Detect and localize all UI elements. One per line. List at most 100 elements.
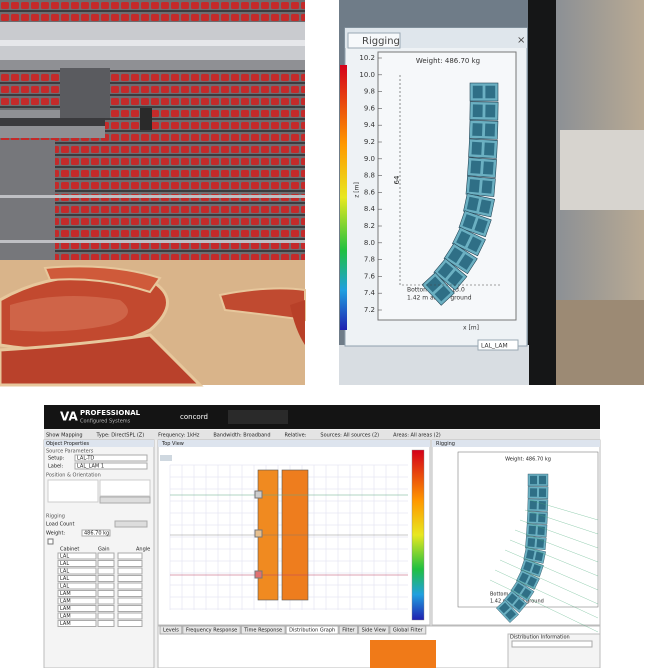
driver	[466, 196, 479, 212]
angle-box[interactable]	[117, 597, 143, 605]
cabinet-name: LAL	[60, 554, 69, 560]
cabinet-icon	[458, 210, 492, 238]
tab-label[interactable]: Distribution Graph	[289, 628, 335, 634]
driver	[529, 513, 537, 522]
angle-box[interactable]	[117, 560, 143, 567]
toolbar-item[interactable]: Type: DirectSPL (Z)	[96, 433, 145, 439]
field-value: LAL_LAM 1	[77, 464, 104, 470]
cabinet-icon	[523, 547, 546, 564]
cabinet	[421, 272, 455, 306]
toolbar-item[interactable]: Bandwidth: Broadband	[213, 433, 270, 439]
cabinet-name: LAL	[60, 569, 69, 575]
angle-box[interactable]	[117, 620, 143, 627]
angle-box[interactable]	[117, 575, 143, 582]
cabinet-name: LAM	[60, 599, 71, 605]
tab[interactable]	[389, 625, 427, 635]
tab[interactable]	[159, 625, 183, 635]
view-title: Rigging	[436, 441, 455, 447]
driver	[462, 214, 476, 230]
angle-box[interactable]	[117, 590, 143, 597]
tab[interactable]	[338, 625, 359, 635]
cabinet-icon	[469, 82, 499, 102]
cabinet-icon	[503, 590, 528, 613]
tab-label[interactable]: Time Response	[243, 628, 282, 634]
app-screenshot: VA PROFESSIONAL Configured Systems conco…	[43, 405, 601, 668]
cabinet-box[interactable]	[57, 575, 97, 582]
cabinet-icon	[526, 511, 548, 525]
angle-box[interactable]	[117, 605, 143, 612]
driver	[523, 561, 533, 572]
angle-box[interactable]	[117, 552, 143, 560]
tab-label[interactable]: Filter	[342, 628, 355, 634]
cabinet-box[interactable]	[57, 552, 97, 560]
y-tick-label: 7.8	[364, 256, 375, 264]
driver	[485, 104, 496, 118]
driver	[484, 123, 496, 137]
angle-box[interactable]	[117, 612, 143, 620]
cabinet-box[interactable]	[57, 605, 97, 612]
ray	[529, 499, 599, 521]
ray	[494, 569, 599, 619]
driver	[468, 179, 480, 193]
y-tick-label: 9.0	[364, 155, 375, 163]
cabinet	[433, 258, 468, 291]
field-box[interactable]	[74, 454, 148, 462]
driver	[531, 564, 542, 575]
gain-box[interactable]	[97, 575, 115, 582]
field-label: Weight:	[46, 531, 65, 537]
table-header: Gain	[98, 547, 110, 553]
toolbar-item[interactable]: Sources: All sources (2)	[320, 433, 379, 439]
toolbar-item[interactable]: Areas: All areas (2)	[393, 433, 441, 439]
cabinet-box[interactable]	[57, 582, 97, 590]
cabinet-box[interactable]	[57, 620, 97, 627]
gain-box[interactable]	[97, 605, 115, 612]
toolbar-item[interactable]: Frequency: 1kHz	[158, 433, 200, 439]
gain-box[interactable]	[97, 597, 115, 605]
driver	[482, 161, 494, 175]
tab-label[interactable]: Side View	[362, 628, 386, 634]
driver	[506, 593, 518, 605]
tab-label[interactable]: Global Filter	[393, 628, 424, 634]
tab[interactable]	[182, 625, 241, 635]
weight-label: Weight: 486.70 kg	[505, 457, 551, 463]
cabinet-box[interactable]	[57, 590, 97, 597]
y-axis-label: z [m]	[354, 182, 361, 198]
cabinet-box[interactable]	[57, 612, 97, 620]
gain-box[interactable]	[97, 620, 115, 627]
cabinet-icon	[527, 486, 549, 499]
gain-box[interactable]	[97, 567, 115, 575]
tab[interactable]	[240, 625, 286, 635]
gain-box[interactable]	[97, 590, 115, 597]
driver	[479, 199, 492, 214]
driver	[513, 583, 524, 595]
close-icon[interactable]: ×	[517, 35, 525, 46]
ray	[509, 539, 599, 577]
field-box[interactable]	[74, 462, 148, 470]
cabinet-box[interactable]	[57, 560, 97, 567]
section-title: Position & Orientation	[46, 473, 101, 479]
toolbar-item[interactable]: Relative:	[285, 433, 307, 439]
gain-box[interactable]	[97, 560, 115, 567]
angle-box[interactable]	[117, 582, 143, 590]
table-header: Cabinet	[60, 547, 79, 553]
tab[interactable]	[358, 625, 390, 635]
driver	[474, 218, 488, 234]
tab-label[interactable]: Levels	[163, 628, 179, 634]
cabinet-box[interactable]	[57, 567, 97, 575]
cabinet-box[interactable]	[57, 597, 97, 605]
driver	[538, 501, 546, 510]
driver	[538, 513, 546, 523]
toolbar-item[interactable]: Show Mapping	[46, 433, 83, 439]
driver	[537, 526, 545, 536]
gain-box[interactable]	[97, 612, 115, 620]
cabinet-name: LAM	[60, 591, 71, 597]
driver	[434, 285, 451, 302]
angle-box[interactable]	[117, 567, 143, 575]
gain-box[interactable]	[97, 582, 115, 590]
subbrand: Configured Systems	[80, 419, 131, 425]
cabinet-icon	[452, 226, 486, 257]
tab[interactable]	[285, 625, 339, 635]
tab-label[interactable]: Frequency Response	[186, 628, 237, 634]
gain-box[interactable]	[97, 552, 115, 560]
